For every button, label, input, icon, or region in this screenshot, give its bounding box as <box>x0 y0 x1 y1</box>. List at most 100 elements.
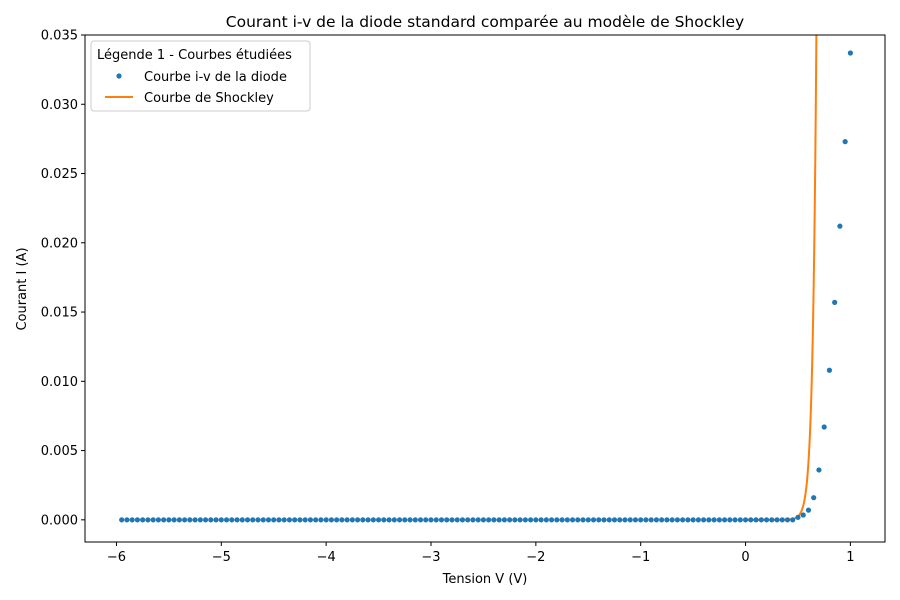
data-point <box>297 517 303 523</box>
data-point <box>402 517 408 523</box>
data-point <box>774 517 780 523</box>
x-tick-label: −6 <box>107 550 126 565</box>
data-point <box>732 517 738 523</box>
plot-frame <box>84 34 886 543</box>
data-point <box>449 517 455 523</box>
data-point <box>800 512 806 518</box>
data-point <box>197 517 203 523</box>
data-point <box>386 517 392 523</box>
data-point <box>606 517 612 523</box>
data-point <box>229 517 235 523</box>
legend-label-points: Courbe i-v de la diode <box>144 70 287 85</box>
x-axis: −6 −5 −4 −3 −2 −1 0 1 <box>107 542 855 565</box>
data-point <box>444 517 450 523</box>
data-point <box>805 507 812 513</box>
data-point <box>737 517 743 523</box>
data-point <box>391 517 397 523</box>
chart-title: Courant i-v de la diode standard comparé… <box>226 13 744 31</box>
data-point <box>182 517 188 523</box>
data-point <box>454 517 460 523</box>
data-point <box>638 517 644 523</box>
legend: Légende 1 - Courbes étudiées Courbe i-v … <box>90 40 311 112</box>
data-point <box>795 514 801 520</box>
data-point <box>407 517 413 523</box>
data-point <box>517 517 523 523</box>
data-point <box>423 517 429 523</box>
data-point <box>811 495 817 501</box>
y-axis: 0.000 0.005 0.010 0.015 0.020 0.025 0.030 0.035 <box>41 29 85 528</box>
data-point <box>779 517 785 523</box>
data-point <box>742 517 749 523</box>
series-line-shockley <box>745 35 818 521</box>
data-point <box>716 517 722 523</box>
data-point <box>370 517 376 523</box>
data-point <box>685 517 691 523</box>
data-point <box>223 517 230 523</box>
data-point <box>837 223 843 229</box>
data-point <box>129 517 135 523</box>
legend-title: Légende 1 - Courbes étudiées <box>97 48 292 63</box>
data-point <box>617 517 623 523</box>
y-tick-label: 0.000 <box>41 513 78 528</box>
data-point <box>428 517 434 523</box>
data-point <box>176 517 182 523</box>
data-point <box>727 517 733 523</box>
data-point <box>522 517 528 523</box>
data-point <box>255 517 261 523</box>
data-point <box>512 517 518 523</box>
data-point <box>150 517 156 523</box>
data-point <box>202 517 209 523</box>
data-point <box>564 517 570 523</box>
data-point <box>491 517 497 523</box>
data-point <box>548 517 555 523</box>
y-tick-label: 0.015 <box>41 306 78 321</box>
data-point <box>459 517 466 523</box>
data-point <box>381 517 387 523</box>
data-point <box>847 50 854 56</box>
data-point <box>286 517 293 523</box>
data-point <box>821 424 827 430</box>
legend-label-line: Courbe de Shockley <box>144 91 274 106</box>
data-point <box>349 517 355 523</box>
data-point <box>669 517 675 523</box>
y-tick-label: 0.005 <box>41 444 78 459</box>
data-point <box>213 517 219 523</box>
points-series-layer <box>119 50 854 523</box>
data-point <box>763 517 770 523</box>
data-point <box>569 517 576 523</box>
data-point <box>140 517 146 523</box>
plot-area <box>119 35 854 523</box>
data-point <box>507 517 513 523</box>
data-point <box>145 517 151 523</box>
data-point <box>365 517 371 523</box>
data-point <box>533 517 539 523</box>
x-tick-label: −3 <box>421 550 440 565</box>
data-point <box>486 517 492 523</box>
data-point <box>161 517 167 523</box>
data-point <box>758 517 764 523</box>
y-tick-label: 0.020 <box>41 236 78 251</box>
data-point <box>580 517 586 523</box>
data-point <box>585 517 591 523</box>
data-point <box>590 517 597 523</box>
data-point <box>480 517 487 523</box>
data-point <box>596 517 602 523</box>
data-point <box>475 517 481 523</box>
data-point <box>344 517 350 523</box>
data-point <box>528 517 534 523</box>
data-point <box>208 517 214 523</box>
data-point <box>323 517 329 523</box>
data-point <box>192 517 198 523</box>
data-point <box>701 517 707 523</box>
data-point <box>643 517 649 523</box>
data-point <box>680 517 686 523</box>
data-point <box>826 367 833 373</box>
x-tick-label: 0 <box>741 550 749 565</box>
x-tick-label: −1 <box>631 550 650 565</box>
data-point <box>575 517 581 523</box>
y-tick-label: 0.030 <box>41 98 78 113</box>
data-point <box>417 517 424 523</box>
data-point <box>355 517 361 523</box>
data-point <box>627 517 633 523</box>
